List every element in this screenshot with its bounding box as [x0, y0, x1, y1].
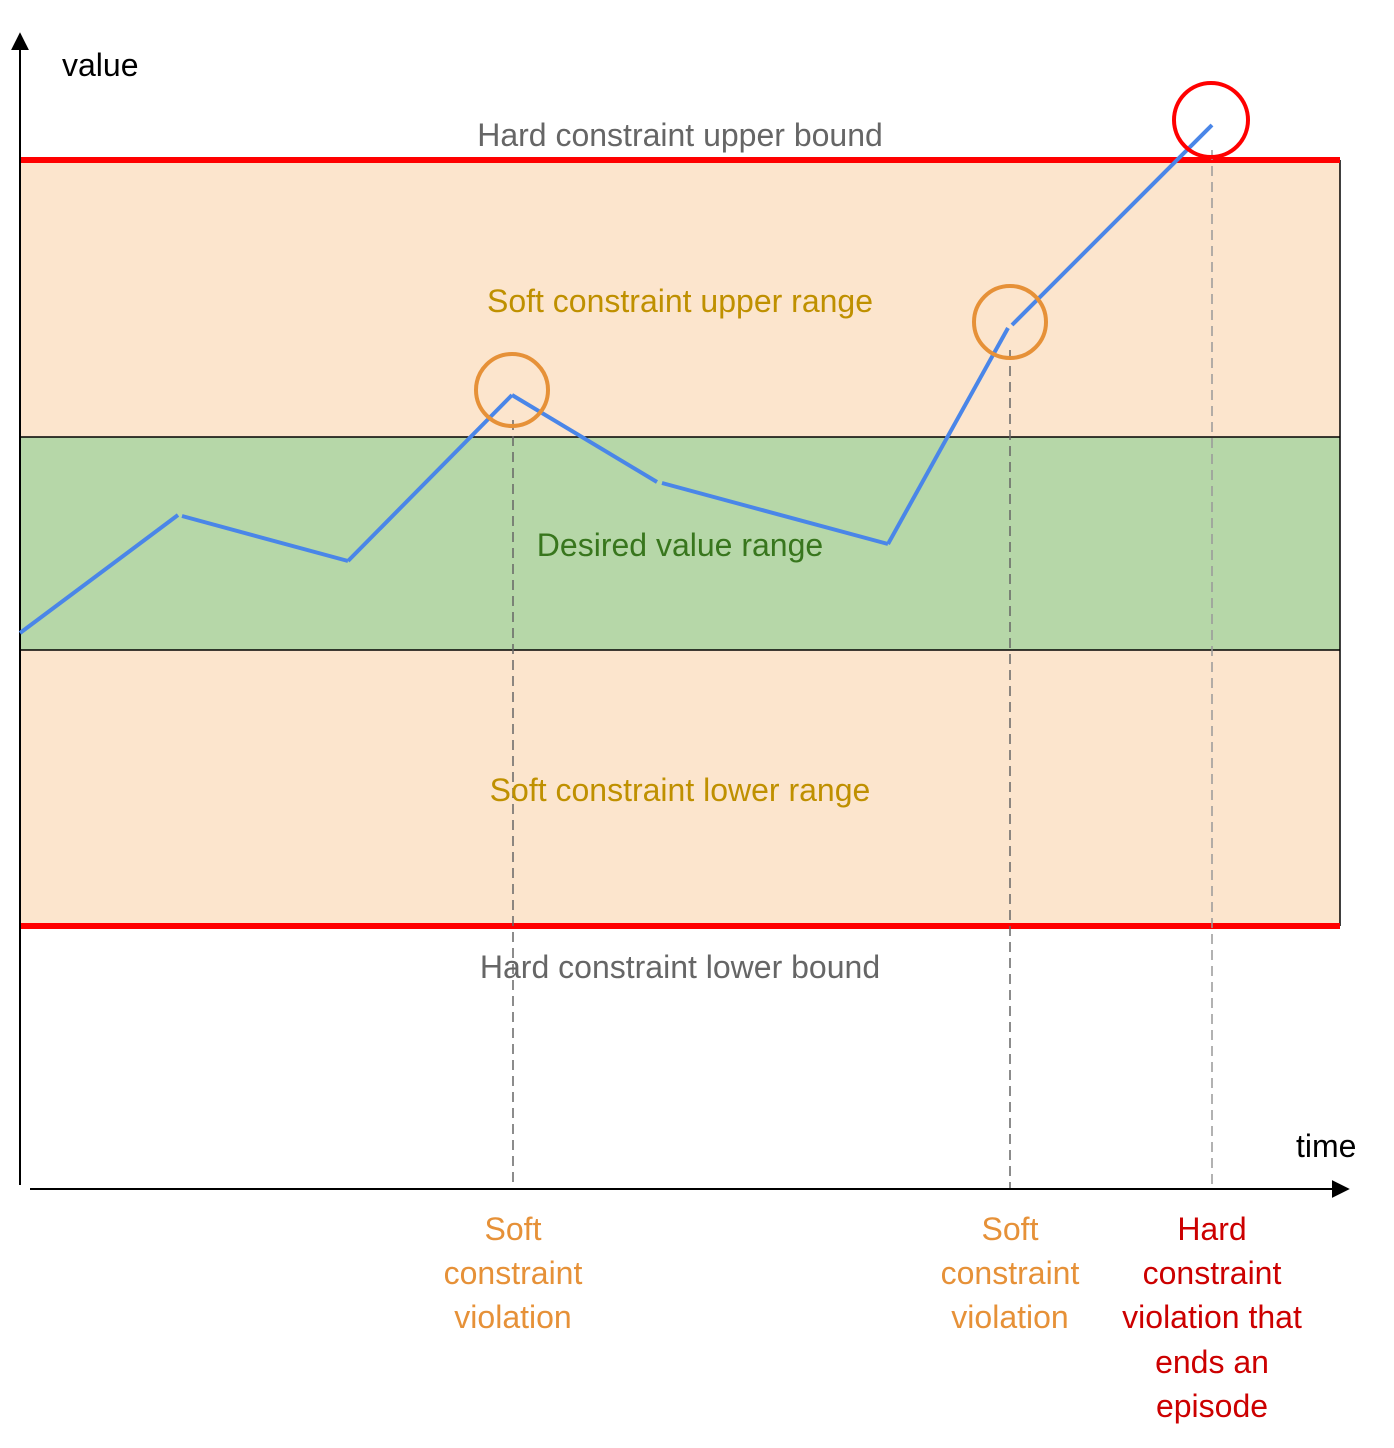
annotation-line: ends an	[1155, 1344, 1269, 1380]
soft-upper-band	[20, 160, 1340, 437]
annotation-line: violation that	[1122, 1299, 1302, 1335]
trajectory-segment	[346, 393, 514, 563]
desired-range-label: Desired value range	[537, 527, 823, 563]
annotation-hard-violation: Hard constraint violation that ends an e…	[1122, 1211, 1302, 1424]
trajectory-segment	[181, 514, 349, 563]
annotation-line: Soft	[485, 1211, 542, 1247]
trajectory-segment	[661, 481, 889, 546]
annotation-line: Hard	[1177, 1211, 1246, 1247]
annotation-line: violation	[454, 1299, 571, 1335]
desired-band	[20, 437, 1340, 650]
soft-upper-range-label: Soft constraint upper range	[487, 283, 873, 319]
trajectory	[18, 123, 1214, 635]
annotation-line: constraint	[941, 1255, 1080, 1291]
annotation-line: Soft	[982, 1211, 1039, 1247]
annotation-line: constraint	[444, 1255, 583, 1291]
trajectory-segment	[886, 327, 1010, 545]
annotation-line: violation	[951, 1299, 1068, 1335]
hard-violation-marker	[1172, 81, 1250, 159]
trajectory-segment	[510, 393, 659, 484]
hard-upper-bound-label: Hard constraint upper bound	[477, 117, 883, 153]
annotation-line: constraint	[1143, 1255, 1282, 1291]
soft-violation-marker-2	[972, 284, 1048, 360]
trajectory-segment	[1010, 123, 1214, 327]
trajectory-segment	[18, 513, 180, 635]
soft-violation-marker-1	[474, 352, 550, 428]
annotation-soft-violation-2: Soft constraint violation	[941, 1211, 1080, 1335]
annotation-line: episode	[1156, 1388, 1268, 1424]
soft-lower-band	[20, 650, 1340, 926]
annotation-soft-violation-1: Soft constraint violation	[444, 1211, 583, 1335]
soft-lower-range-label: Soft constraint lower range	[490, 772, 871, 808]
x-axis-label: time	[1296, 1128, 1356, 1164]
y-axis-label: value	[62, 47, 139, 83]
hard-lower-bound-label: Hard constraint lower bound	[480, 949, 880, 985]
